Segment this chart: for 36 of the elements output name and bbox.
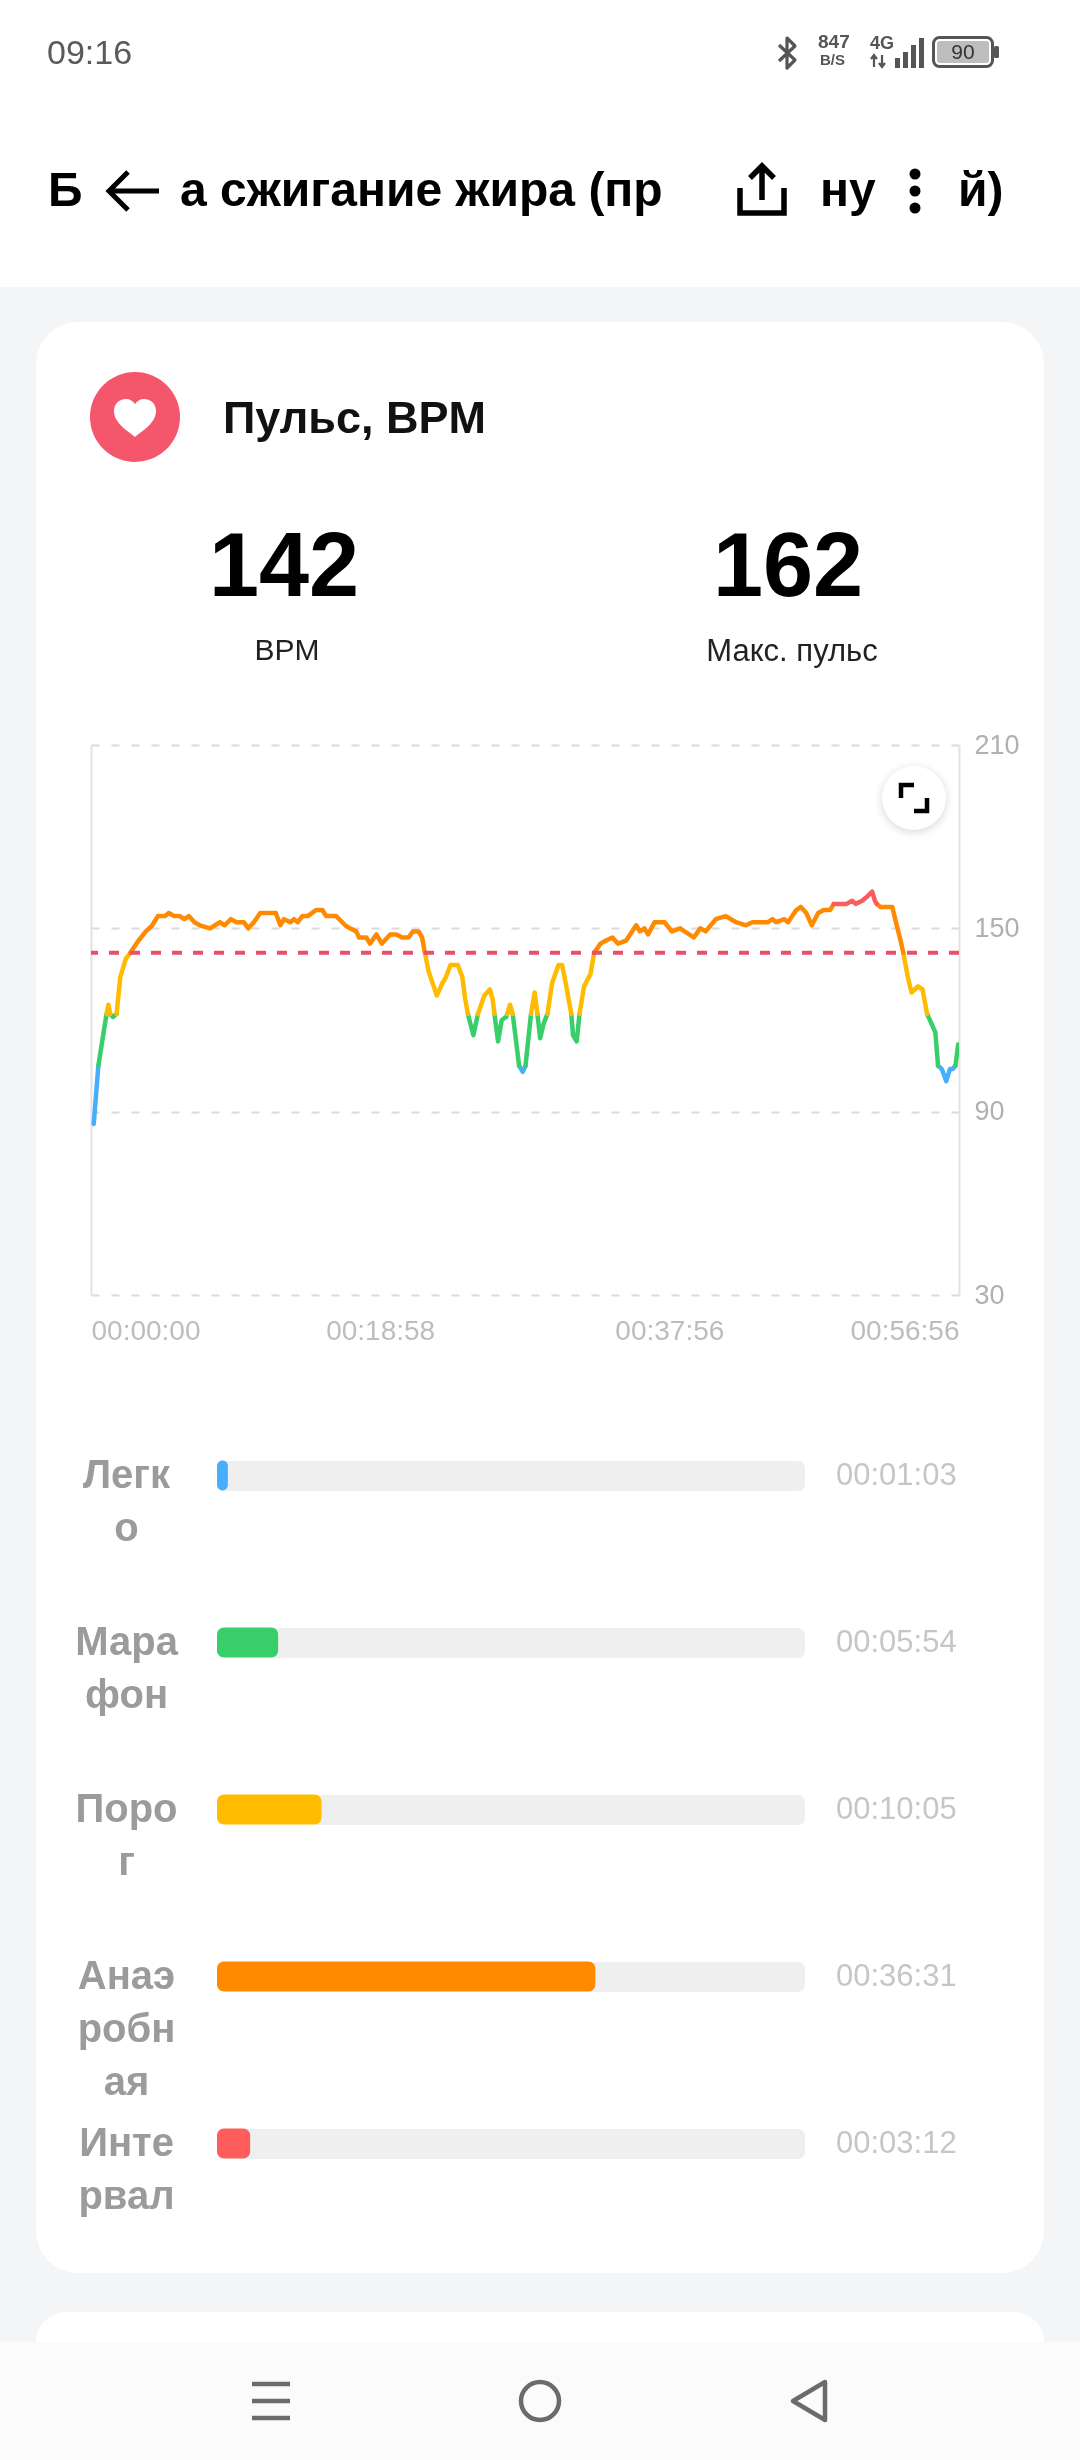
line-series [831,889,880,907]
text: 162 [712,515,864,615]
y-tick-label: Порог [75,1785,178,1883]
data-label: 00:01:03 [836,1456,957,1492]
y-tick-label: Интервал [78,2119,175,2217]
y-tick-label: 150 [974,912,1020,943]
y-tick-label: Анаэробная [77,1952,176,2103]
text: 142 [208,515,360,615]
y-tick-label: 90 [974,1096,1005,1127]
text: BPM [254,633,320,666]
bar [217,2128,251,2159]
chart-title: Пульс, BPM [223,392,487,443]
text: Макс. пульс [706,633,878,668]
data-label: 00:05:54 [836,1623,957,1659]
x-tick-label: 00:56:56 [850,1314,960,1346]
text: Б [48,163,83,216]
text: 09:16 [47,33,133,71]
text: а сжигание жира (пр [180,163,663,216]
y-tick-label: Легко [83,1451,171,1549]
x-tick-label: 00:00:00 [91,1314,201,1346]
text: 4G [870,33,895,53]
y-tick-label: 30 [974,1279,1005,1310]
x-tick-label: 00:18:58 [326,1314,436,1346]
x-tick-label: 00:37:56 [615,1314,725,1346]
data-label: 00:10:05 [836,1790,957,1826]
text: B/S [820,51,846,68]
data-label: 00:36:31 [836,1957,957,1993]
bar [217,1794,322,1825]
text: 90 [951,40,975,63]
y-tick-label: Марафон [75,1618,179,1716]
data-label: 00:03:12 [836,2124,957,2160]
text: ну [820,163,876,216]
bar [217,1627,279,1658]
y-tick-label: 210 [974,729,1020,760]
text: й) [958,163,1004,216]
text: 847 [818,31,850,52]
